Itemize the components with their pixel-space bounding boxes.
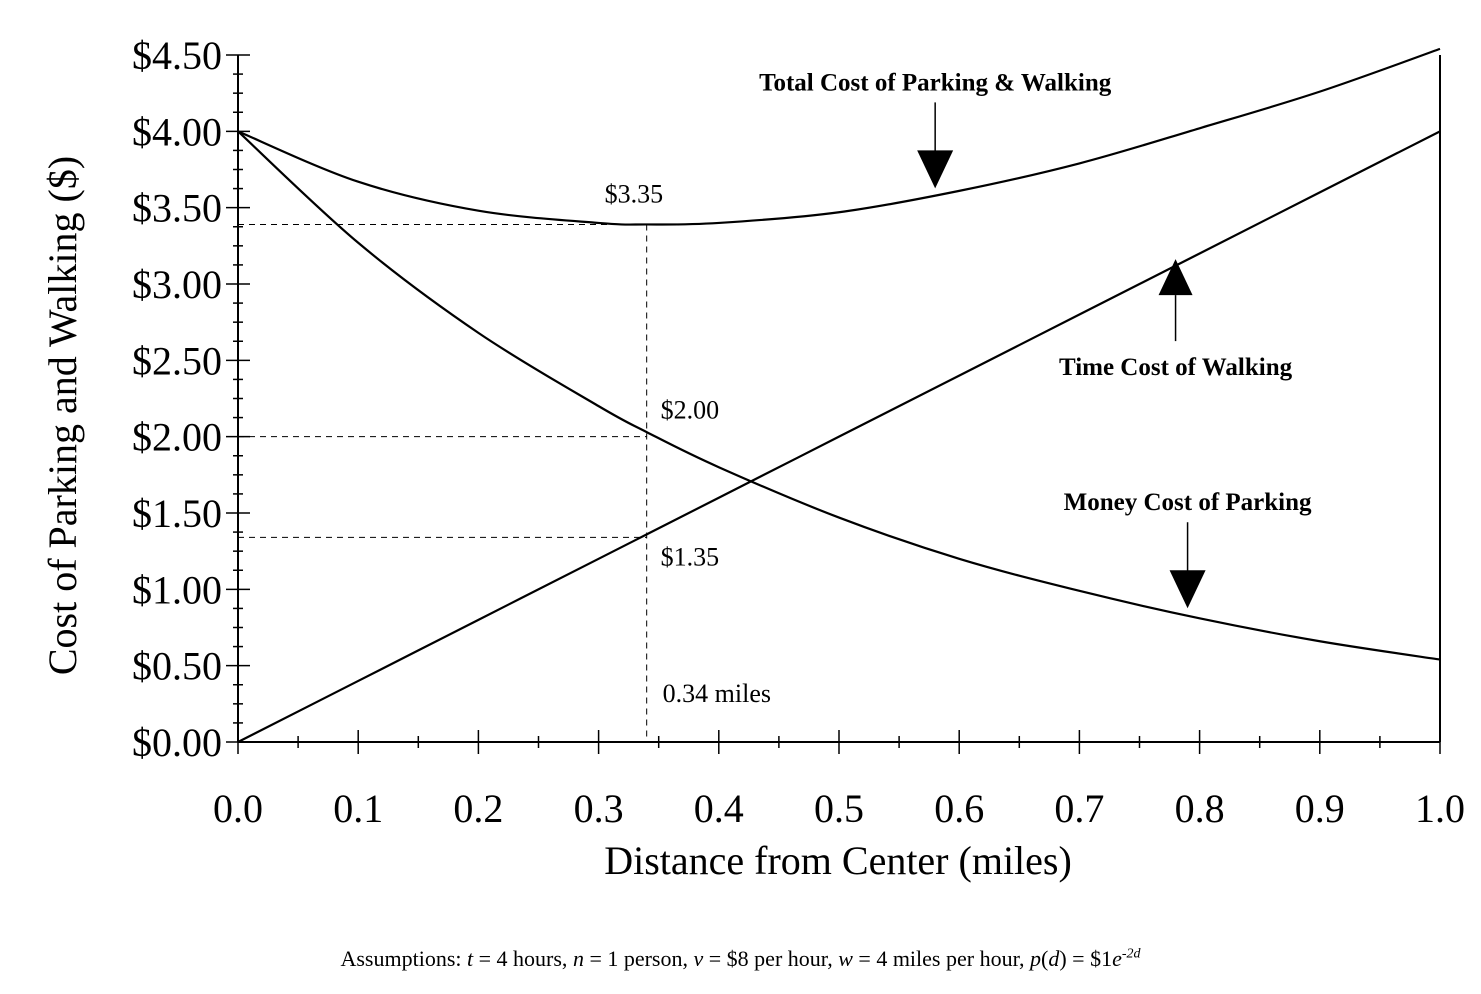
arrow-down-icon — [917, 150, 954, 189]
x-tick-label: 0.9 — [1295, 786, 1345, 831]
var-n: n — [572, 946, 584, 971]
y-tick-label: $4.50 — [132, 33, 222, 78]
v-text: = $8 per hour, — [703, 946, 839, 971]
y-tick-label: $3.00 — [132, 262, 222, 307]
annotation-money-at-034: $2.00 — [661, 396, 720, 425]
var-w: w — [838, 946, 853, 971]
y-tick-label: $4.00 — [132, 109, 222, 154]
x-tick-label: 0.5 — [814, 786, 864, 831]
x-tick-label: 0.4 — [694, 786, 744, 831]
annotation-distance: 0.34 miles — [663, 679, 771, 708]
y-axis-title: Cost of Parking and Walking ($) — [40, 156, 85, 675]
axes: $0.00 $0.50 $1.00 $1.50 $2.00 $2.50 $3.00 $3.50… — [40, 33, 1465, 883]
y-tick-label: $0.50 — [132, 644, 222, 689]
y-tick-label: $0.00 — [132, 720, 222, 765]
n-text: = 1 person, — [583, 946, 694, 971]
label-time-cost: Time Cost of Walking — [1059, 354, 1293, 381]
t-text: = 4 hours, — [473, 946, 573, 971]
x-tick-label: 1.0 — [1415, 786, 1465, 831]
y-tick-label: $1.00 — [132, 567, 222, 612]
x-tick-label: 0.2 — [453, 786, 503, 831]
time-cost-curve — [237, 130, 1441, 743]
p-open: ( — [1041, 946, 1049, 971]
x-tick-label: 0.6 — [934, 786, 984, 831]
x-axis-title: Distance from Center (miles) — [604, 838, 1072, 883]
total-cost-curve — [237, 47, 1441, 226]
curves — [237, 47, 1441, 743]
x-tick-label: 0.1 — [333, 786, 383, 831]
w-text: = 4 miles per hour, — [852, 946, 1031, 971]
annotation-time-at-034: $1.35 — [661, 542, 720, 571]
p-close: ) = $1 — [1059, 946, 1113, 971]
guide-lines — [238, 223, 648, 742]
y-tick-label: $3.50 — [132, 186, 222, 231]
var-p: p — [1030, 946, 1042, 971]
var-t: t — [467, 946, 474, 971]
arrow-up-icon — [1158, 259, 1193, 296]
y-tick-label: $1.50 — [132, 491, 222, 536]
y-tick-label: $2.50 — [132, 338, 222, 383]
arrow-down-icon — [1169, 570, 1206, 609]
assumptions-prefix: Assumptions: — [340, 946, 468, 971]
money-cost-curve — [237, 130, 1441, 661]
assumptions-footnote: Assumptions: t = 4 hours, n = 1 person, … — [0, 946, 1481, 972]
y-tick-label: $2.00 — [132, 415, 222, 460]
exponent: -2d — [1121, 946, 1141, 962]
var-v: v — [693, 946, 704, 971]
x-tick-label: 0.7 — [1054, 786, 1104, 831]
x-tick-label: 0.0 — [213, 786, 263, 831]
labels: $3.35 $2.00 $1.35 0.34 miles Total Cost of P… — [605, 69, 1312, 708]
label-money-cost: Money Cost of Parking — [1064, 489, 1312, 516]
x-tick-label: 0.8 — [1175, 786, 1225, 831]
x-tick-label: 0.3 — [574, 786, 624, 831]
label-total-cost: Total Cost of Parking & Walking — [759, 69, 1112, 96]
var-e: e — [1112, 946, 1122, 971]
annotation-total-min: $3.35 — [605, 179, 664, 208]
var-d: d — [1048, 946, 1060, 971]
